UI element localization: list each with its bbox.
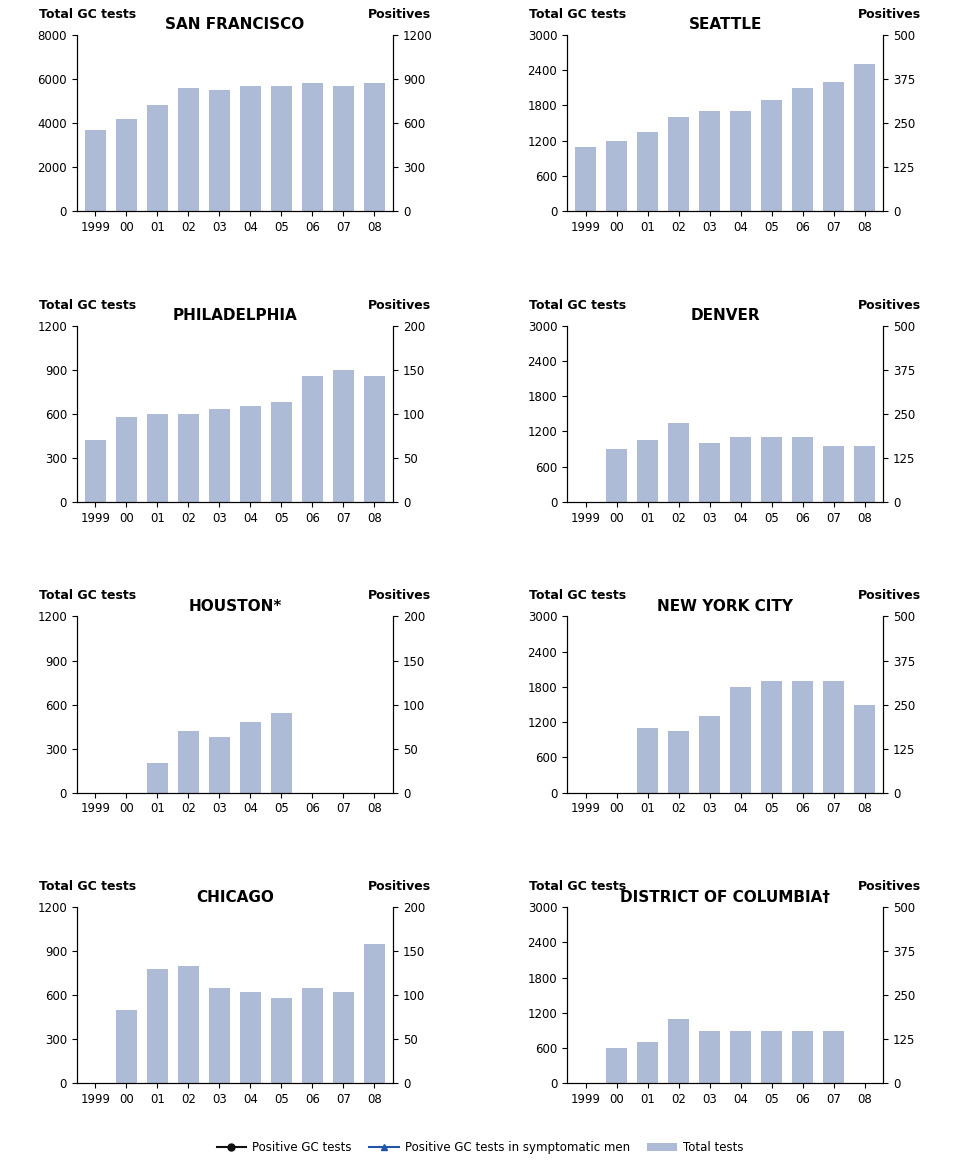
Title: SEATTLE: SEATTLE [688, 17, 762, 33]
Bar [853, 446, 876, 502]
Bar [271, 402, 292, 502]
Title: SAN FRANCISCO: SAN FRANCISCO [165, 17, 304, 33]
Bar [730, 1031, 752, 1083]
Bar [240, 407, 261, 502]
Bar [208, 988, 230, 1083]
Bar [823, 1031, 845, 1083]
Bar [147, 106, 168, 211]
Bar [730, 112, 752, 211]
Bar [208, 409, 230, 502]
Bar [332, 369, 354, 502]
Bar [208, 90, 230, 211]
Text: Positives: Positives [368, 589, 431, 602]
Bar [668, 1019, 689, 1083]
Bar [636, 440, 659, 502]
Bar [332, 993, 354, 1083]
Bar [699, 443, 720, 502]
Bar [84, 440, 107, 502]
Bar [699, 112, 720, 211]
Bar [699, 1031, 720, 1083]
Bar [606, 141, 628, 211]
Bar [147, 763, 168, 792]
Bar [792, 682, 813, 792]
Text: Total GC tests: Total GC tests [38, 8, 136, 21]
Bar [301, 375, 324, 502]
Bar [178, 87, 200, 211]
Text: Positives: Positives [858, 8, 922, 21]
Bar [668, 423, 689, 502]
Text: Total GC tests: Total GC tests [529, 589, 626, 602]
Bar [271, 85, 292, 211]
Text: Total GC tests: Total GC tests [38, 589, 136, 602]
Bar [823, 82, 845, 211]
Bar [240, 993, 261, 1083]
Bar [147, 414, 168, 502]
Bar [760, 682, 782, 792]
Bar [668, 730, 689, 792]
Bar [606, 1048, 628, 1083]
Title: NEW YORK CITY: NEW YORK CITY [657, 599, 793, 614]
Bar [575, 147, 596, 211]
Text: Total GC tests: Total GC tests [38, 880, 136, 894]
Bar [636, 1043, 659, 1083]
Bar [760, 437, 782, 502]
Bar [178, 414, 200, 502]
Bar [364, 944, 385, 1083]
Bar [730, 437, 752, 502]
Bar [115, 1010, 137, 1083]
Bar [364, 84, 385, 211]
Bar [332, 85, 354, 211]
Bar [606, 449, 628, 502]
Bar [364, 375, 385, 502]
Bar [668, 118, 689, 211]
Bar [301, 988, 324, 1083]
Bar [853, 64, 876, 211]
Text: Total GC tests: Total GC tests [529, 8, 626, 21]
Bar [240, 722, 261, 792]
Title: HOUSTON*: HOUSTON* [188, 599, 281, 614]
Text: Total GC tests: Total GC tests [529, 298, 626, 311]
Text: Positives: Positives [368, 298, 431, 311]
Text: Positives: Positives [858, 298, 922, 311]
Text: Positives: Positives [368, 8, 431, 21]
Text: Positives: Positives [858, 880, 922, 894]
Bar [178, 730, 200, 792]
Bar [823, 682, 845, 792]
Bar [792, 87, 813, 211]
Text: Total GC tests: Total GC tests [38, 298, 136, 311]
Title: PHILADELPHIA: PHILADELPHIA [173, 309, 298, 323]
Bar [301, 84, 324, 211]
Legend: Positive GC tests, Positive GC tests in symptomatic men, Total tests: Positive GC tests, Positive GC tests in … [212, 1137, 748, 1159]
Title: DENVER: DENVER [690, 309, 760, 323]
Bar [84, 129, 107, 211]
Text: Total GC tests: Total GC tests [529, 880, 626, 894]
Title: DISTRICT OF COLUMBIA†: DISTRICT OF COLUMBIA† [620, 890, 830, 905]
Text: Positives: Positives [368, 880, 431, 894]
Bar [760, 99, 782, 211]
Bar [636, 132, 659, 211]
Bar [823, 446, 845, 502]
Bar [271, 998, 292, 1083]
Text: Positives: Positives [858, 589, 922, 602]
Bar [178, 966, 200, 1083]
Bar [792, 437, 813, 502]
Bar [636, 728, 659, 792]
Bar [792, 1031, 813, 1083]
Bar [240, 85, 261, 211]
Bar [699, 716, 720, 792]
Title: CHICAGO: CHICAGO [196, 890, 274, 905]
Bar [115, 417, 137, 502]
Bar [760, 1031, 782, 1083]
Bar [115, 119, 137, 211]
Bar [208, 737, 230, 792]
Bar [853, 705, 876, 792]
Bar [730, 687, 752, 792]
Bar [147, 969, 168, 1083]
Bar [271, 713, 292, 792]
